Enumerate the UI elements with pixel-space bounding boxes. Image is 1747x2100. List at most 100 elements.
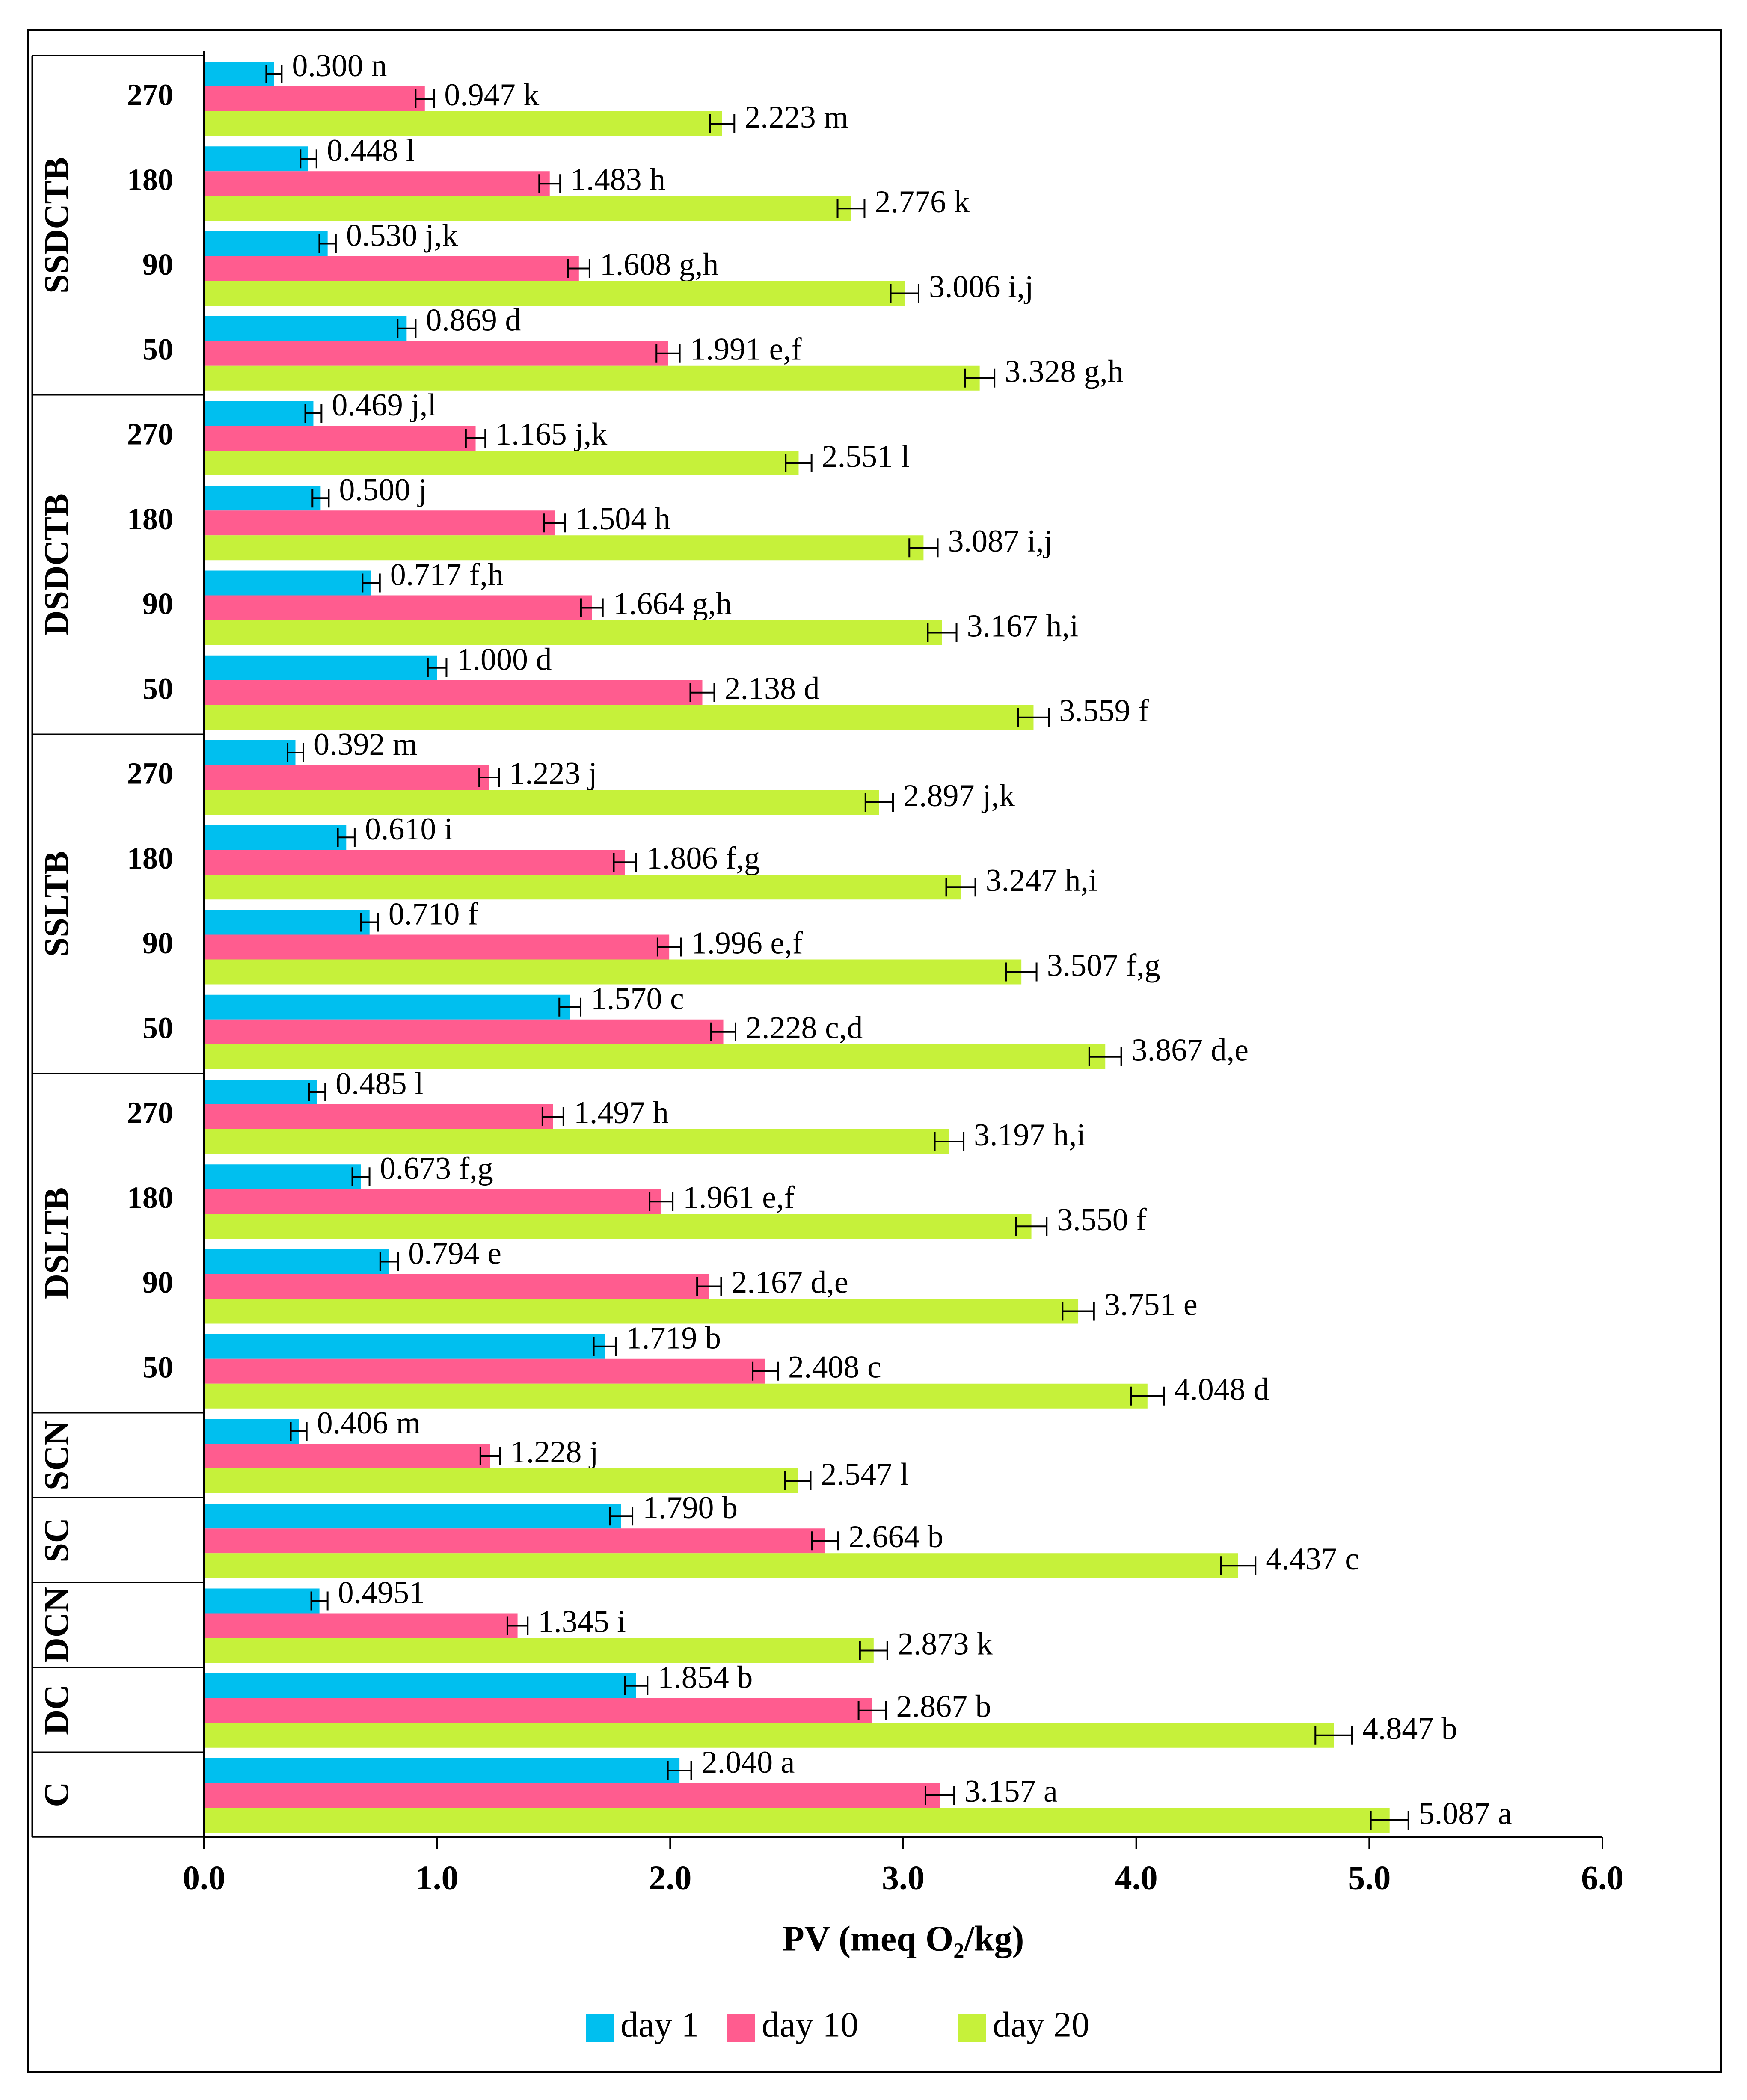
data-label: 2.551 l (822, 439, 910, 474)
bar-day-10-15 (204, 1358, 765, 1384)
data-label: 2.040 a (702, 1745, 795, 1780)
category-sub-label: 50 (142, 671, 173, 706)
data-label: 1.608 g,h (600, 247, 719, 282)
data-label: 3.197 h,i (974, 1118, 1086, 1153)
data-label: 3.751 e (1104, 1287, 1198, 1322)
bar-day-20-20 (204, 1808, 1390, 1833)
legend-swatch (586, 2014, 614, 2042)
data-label: 3.157 a (964, 1774, 1058, 1809)
data-label: 4.437 c (1266, 1542, 1359, 1577)
data-label: 3.328 g,h (1005, 354, 1124, 389)
data-label: 2.873 k (898, 1626, 993, 1661)
group-label: DC (37, 1685, 76, 1735)
bar-day-1-0 (204, 62, 274, 86)
data-label: 2.897 j,k (903, 778, 1015, 813)
group-label: DCN (37, 1587, 76, 1663)
bar-day-10-0 (204, 86, 425, 111)
data-label: 4.847 b (1362, 1711, 1457, 1747)
data-label: 3.867 d,e (1132, 1033, 1249, 1068)
bar-day-1-13 (204, 1164, 361, 1189)
bar-day-1-2 (204, 231, 328, 256)
data-label: 0.4951 (338, 1575, 425, 1610)
bar-day-20-3 (204, 365, 980, 391)
data-label: 5.087 a (1419, 1796, 1512, 1831)
bar-day-20-7 (204, 705, 1034, 730)
bar-day-20-10 (204, 959, 1022, 985)
data-label: 1.497 h (574, 1095, 669, 1130)
legend-label: day 10 (762, 2005, 858, 2044)
bar-day-20-13 (204, 1214, 1032, 1239)
bar-day-1-19 (204, 1673, 636, 1698)
bar-day-20-9 (204, 875, 961, 900)
bar-day-20-1 (204, 196, 851, 221)
data-label: 3.559 f (1059, 694, 1149, 729)
bar-day-10-9 (204, 850, 625, 875)
legend-label: day 1 (620, 2005, 699, 2044)
category-sub-label: 50 (142, 1350, 173, 1384)
data-label: 2.223 m (744, 100, 848, 135)
data-label: 0.710 f (389, 896, 478, 931)
bar-day-20-4 (204, 451, 799, 475)
data-label: 2.867 b (896, 1689, 991, 1724)
x-tick-label: 3.0 (882, 1859, 925, 1897)
bar-day-20-17 (204, 1553, 1238, 1578)
data-label: 0.717 f,h (390, 557, 504, 592)
data-label: 2.547 l (821, 1457, 909, 1492)
data-label: 0.610 i (365, 812, 453, 847)
bar-day-20-15 (204, 1383, 1148, 1409)
bar-day-10-6 (204, 595, 592, 620)
bar-day-20-0 (204, 111, 722, 136)
data-label: 2.167 d,e (731, 1265, 848, 1300)
bar-day-1-9 (204, 825, 347, 850)
data-label: 2.138 d (724, 671, 819, 706)
bar-day-10-20 (204, 1783, 940, 1808)
data-label: 1.790 b (643, 1490, 738, 1525)
bar-day-10-4 (204, 426, 476, 451)
group-label: C (37, 1782, 76, 1807)
data-label: 4.048 d (1174, 1372, 1269, 1407)
data-label: 2.664 b (848, 1519, 943, 1554)
bar-day-20-12 (204, 1129, 949, 1154)
data-label: 0.392 m (314, 727, 418, 762)
bar-day-10-5 (204, 510, 555, 536)
category-sub-label: 270 (127, 417, 173, 451)
x-tick-label: 5.0 (1348, 1859, 1391, 1897)
data-label: 3.550 f (1057, 1202, 1147, 1237)
bar-day-1-3 (204, 316, 407, 341)
bar-day-1-18 (204, 1588, 320, 1614)
bar-day-1-6 (204, 570, 371, 596)
data-label: 1.664 g,h (613, 586, 732, 621)
bar-day-1-16 (204, 1419, 299, 1444)
data-label: 2.408 c (788, 1350, 881, 1385)
group-label: SSDCTB (37, 157, 76, 294)
data-label: 0.500 j (339, 472, 427, 507)
bar-day-10-17 (204, 1528, 825, 1554)
data-label: 0.448 l (327, 133, 415, 168)
data-label: 2.776 k (875, 184, 970, 219)
data-label: 0.530 j,k (346, 218, 458, 253)
bar-day-10-1 (204, 171, 550, 196)
data-label: 1.165 j,k (495, 417, 607, 452)
bar-day-20-8 (204, 790, 879, 815)
bar-day-1-8 (204, 740, 296, 765)
data-label: 3.167 h,i (967, 608, 1079, 644)
group-label: SCN (37, 1420, 76, 1490)
bar-day-10-8 (204, 765, 489, 790)
bar-day-10-19 (204, 1698, 872, 1723)
data-label: 1.806 f,g (647, 841, 760, 876)
category-sub-label: 90 (142, 247, 173, 282)
bar-day-1-7 (204, 655, 437, 680)
bar-day-1-20 (204, 1758, 680, 1783)
data-label: 1.000 d (457, 642, 552, 677)
bar-day-20-5 (204, 535, 924, 561)
bar-day-10-16 (204, 1444, 490, 1468)
category-sub-label: 180 (127, 841, 173, 875)
data-label: 0.469 j,l (332, 388, 436, 423)
bar-day-1-15 (204, 1334, 605, 1359)
legend-label: day 20 (993, 2005, 1089, 2044)
bar-day-1-5 (204, 486, 321, 511)
category-sub-label: 90 (142, 587, 173, 621)
data-label: 3.087 i,j (948, 524, 1053, 559)
category-sub-label: 90 (142, 1265, 173, 1299)
